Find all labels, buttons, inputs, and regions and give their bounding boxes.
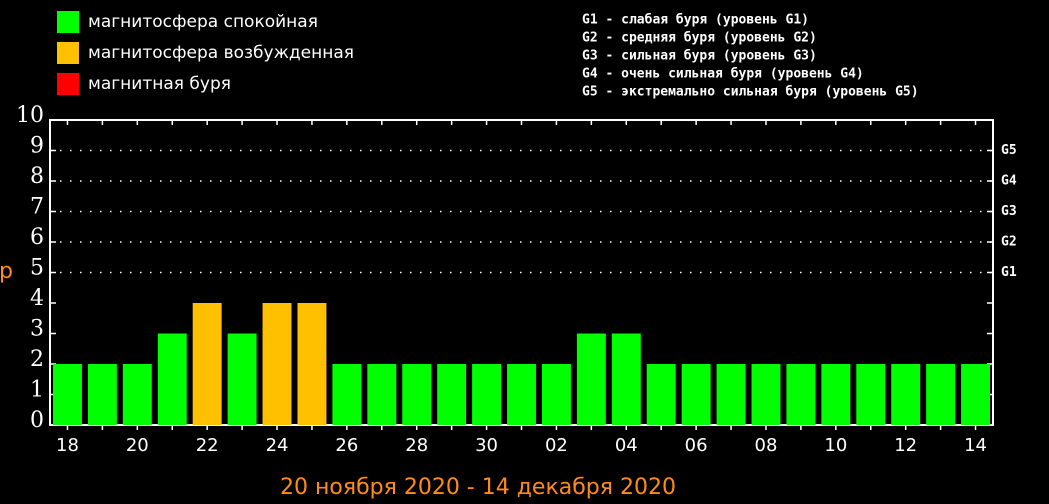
bar: [192, 303, 222, 425]
x-tick-label: 04: [615, 435, 638, 456]
x-tick-label: 10: [824, 435, 847, 456]
storm-level-text: G1 - слабая буря (уровень G1): [582, 13, 809, 28]
x-tick-label: 26: [335, 435, 358, 456]
legend-swatch: [57, 11, 79, 33]
bar: [227, 333, 257, 425]
bar: [611, 333, 641, 425]
x-tick-label: 06: [685, 435, 708, 456]
y-tick-label: 1: [30, 378, 44, 403]
bar: [53, 364, 82, 425]
x-tick-label: 28: [405, 435, 428, 456]
x-tick-label: 30: [475, 435, 498, 456]
y-tick-label: 5: [30, 256, 44, 281]
bar: [751, 364, 781, 425]
bar: [821, 364, 851, 425]
y-tick-label: 3: [30, 317, 44, 342]
y2-tick-label: G5: [1001, 143, 1017, 158]
bar: [157, 333, 187, 425]
bar: [507, 364, 536, 425]
x-tick-label: 20: [126, 435, 149, 456]
y-tick-label: 10: [16, 103, 44, 128]
storm-level-text: G3 - сильная буря (уровень G3): [582, 49, 817, 64]
storm-level-text: G4 - очень сильная буря (уровень G4): [582, 67, 864, 82]
legend-label: магнитосфера возбужденная: [88, 43, 354, 63]
y2-tick-label: G2: [1001, 235, 1017, 250]
bar: [332, 364, 362, 425]
bar: [402, 364, 432, 425]
y-tick-label: 2: [30, 347, 44, 372]
bar: [926, 364, 956, 425]
bar: [681, 364, 711, 425]
y2-tick-label: G4: [1001, 174, 1017, 189]
bar: [786, 364, 816, 425]
y-tick-label: 8: [30, 164, 44, 189]
bar: [122, 364, 152, 425]
storm-level-text: G2 - средняя буря (уровень G2): [582, 31, 817, 46]
x-tick-label: 24: [266, 435, 289, 456]
y-tick-label: 7: [30, 195, 44, 220]
bar: [856, 364, 886, 425]
bar: [87, 364, 117, 425]
y-axis-label: p: [0, 259, 13, 284]
legend-label: магнитосфера спокойная: [88, 12, 318, 32]
bar: [437, 364, 467, 425]
storm-level-text: G5 - экстремально сильная буря (уровень …: [582, 85, 919, 100]
x-tick-label: 08: [755, 435, 778, 456]
x-tick-label: 12: [894, 435, 917, 456]
bar: [262, 303, 292, 425]
legend-swatch: [57, 42, 79, 64]
bar: [646, 364, 676, 425]
x-tick-label: 14: [964, 435, 987, 456]
x-tick-label: 02: [545, 435, 568, 456]
x-tick-label: 22: [196, 435, 219, 456]
chart-title: 20 ноября 2020 - 14 декабря 2020: [280, 475, 676, 500]
bar: [367, 364, 397, 425]
y2-tick-label: G3: [1001, 204, 1017, 219]
bar: [297, 303, 327, 425]
legend-swatch: [57, 73, 79, 95]
y-tick-label: 4: [30, 286, 44, 311]
y-tick-label: 9: [30, 134, 44, 159]
x-tick-label: 18: [56, 435, 79, 456]
bar: [961, 364, 990, 425]
legend-label: магнитная буря: [88, 74, 231, 94]
bar: [891, 364, 921, 425]
bar: [576, 333, 606, 425]
bar: [716, 364, 746, 425]
bar: [541, 364, 571, 425]
bar: [472, 364, 502, 425]
y-tick-label: 6: [30, 225, 44, 250]
y-tick-label: 0: [30, 408, 44, 433]
y2-tick-label: G1: [1001, 265, 1017, 280]
